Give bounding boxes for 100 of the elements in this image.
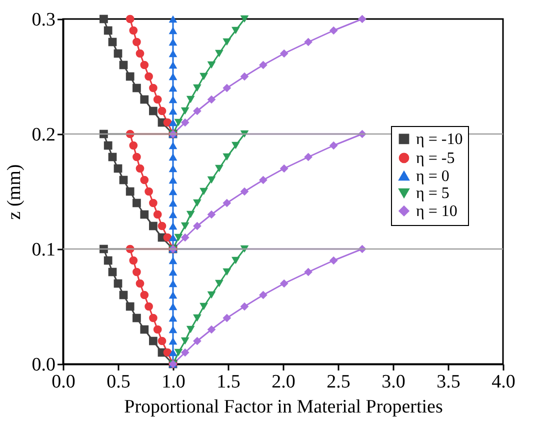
point: [215, 164, 224, 172]
point: [129, 26, 138, 35]
point: [232, 142, 240, 150]
point: [108, 152, 117, 162]
point: [168, 153, 178, 161]
point: [186, 210, 195, 218]
point: [168, 280, 178, 288]
point: [168, 234, 178, 242]
point: [114, 49, 122, 58]
point: [119, 290, 128, 300]
point: [200, 302, 208, 310]
point: [163, 233, 172, 242]
point: [144, 302, 153, 311]
point: [240, 302, 249, 311]
x-tick-label: 2.0: [272, 372, 296, 392]
point: [232, 26, 240, 34]
point: [149, 106, 158, 116]
legend-label: η = -10: [416, 130, 463, 148]
point: [168, 256, 178, 264]
point: [180, 118, 190, 127]
point: [168, 118, 178, 126]
point: [329, 26, 338, 35]
point: [140, 210, 149, 219]
point: [168, 188, 178, 196]
point: [132, 198, 141, 208]
point: [126, 14, 134, 24]
point: [174, 234, 183, 242]
point: [104, 141, 112, 150]
point: [163, 118, 172, 127]
point: [193, 222, 202, 230]
point: [168, 26, 178, 34]
point: [222, 153, 232, 161]
point: [114, 279, 122, 288]
point: [108, 268, 117, 276]
point: [149, 198, 158, 208]
point: [174, 118, 183, 126]
point: [207, 176, 216, 184]
point: [158, 222, 166, 230]
point: [222, 38, 232, 46]
point: [207, 61, 216, 69]
point: [240, 187, 249, 196]
point: [168, 210, 178, 218]
point: [207, 291, 216, 299]
point: [140, 325, 149, 334]
point: [222, 84, 232, 92]
point: [180, 233, 190, 242]
point: [259, 290, 268, 300]
x-axis-title: Proportional Factor in Material Properties: [124, 396, 443, 418]
point: [153, 210, 162, 219]
point: [168, 15, 178, 23]
point: [193, 314, 202, 322]
point: [280, 279, 288, 288]
point: [108, 38, 117, 46]
point: [126, 302, 134, 311]
x-tick-label: 4.0: [492, 372, 516, 392]
y-axis-title: z (mm): [4, 164, 25, 220]
point: [207, 325, 216, 334]
point: [132, 268, 141, 276]
point: [140, 60, 149, 70]
point: [232, 256, 240, 264]
point: [168, 348, 178, 356]
x-tick-label: 1.5: [216, 372, 240, 392]
point: [104, 256, 112, 265]
point: [136, 49, 144, 58]
point: [119, 176, 128, 184]
point: [168, 302, 178, 310]
point: [168, 142, 178, 150]
point: [140, 176, 149, 184]
point: [140, 290, 149, 300]
x-tick-label: 2.5: [326, 372, 350, 392]
point: [168, 314, 178, 322]
point: [207, 210, 216, 219]
point: [193, 336, 202, 346]
legend-label: η = 0: [416, 168, 450, 185]
point: [158, 336, 166, 346]
point: [153, 95, 162, 104]
point: [280, 164, 288, 173]
point: [168, 38, 178, 46]
point: [158, 106, 166, 116]
point: [280, 49, 288, 58]
point: [168, 199, 178, 207]
point: [174, 348, 183, 356]
point: [168, 50, 178, 58]
point: [259, 60, 268, 70]
point: [304, 268, 312, 276]
point: [168, 222, 178, 230]
point: [215, 280, 224, 288]
point: [149, 222, 158, 230]
point: [132, 314, 141, 322]
point: [222, 314, 232, 322]
point: [358, 14, 366, 24]
legend-label: η = 10: [416, 202, 458, 220]
point: [168, 291, 178, 299]
point: [168, 164, 178, 172]
point: [163, 348, 172, 357]
point: [240, 15, 249, 23]
point: [222, 268, 232, 276]
point: [193, 84, 202, 92]
point: [168, 96, 178, 104]
point: [168, 326, 178, 334]
